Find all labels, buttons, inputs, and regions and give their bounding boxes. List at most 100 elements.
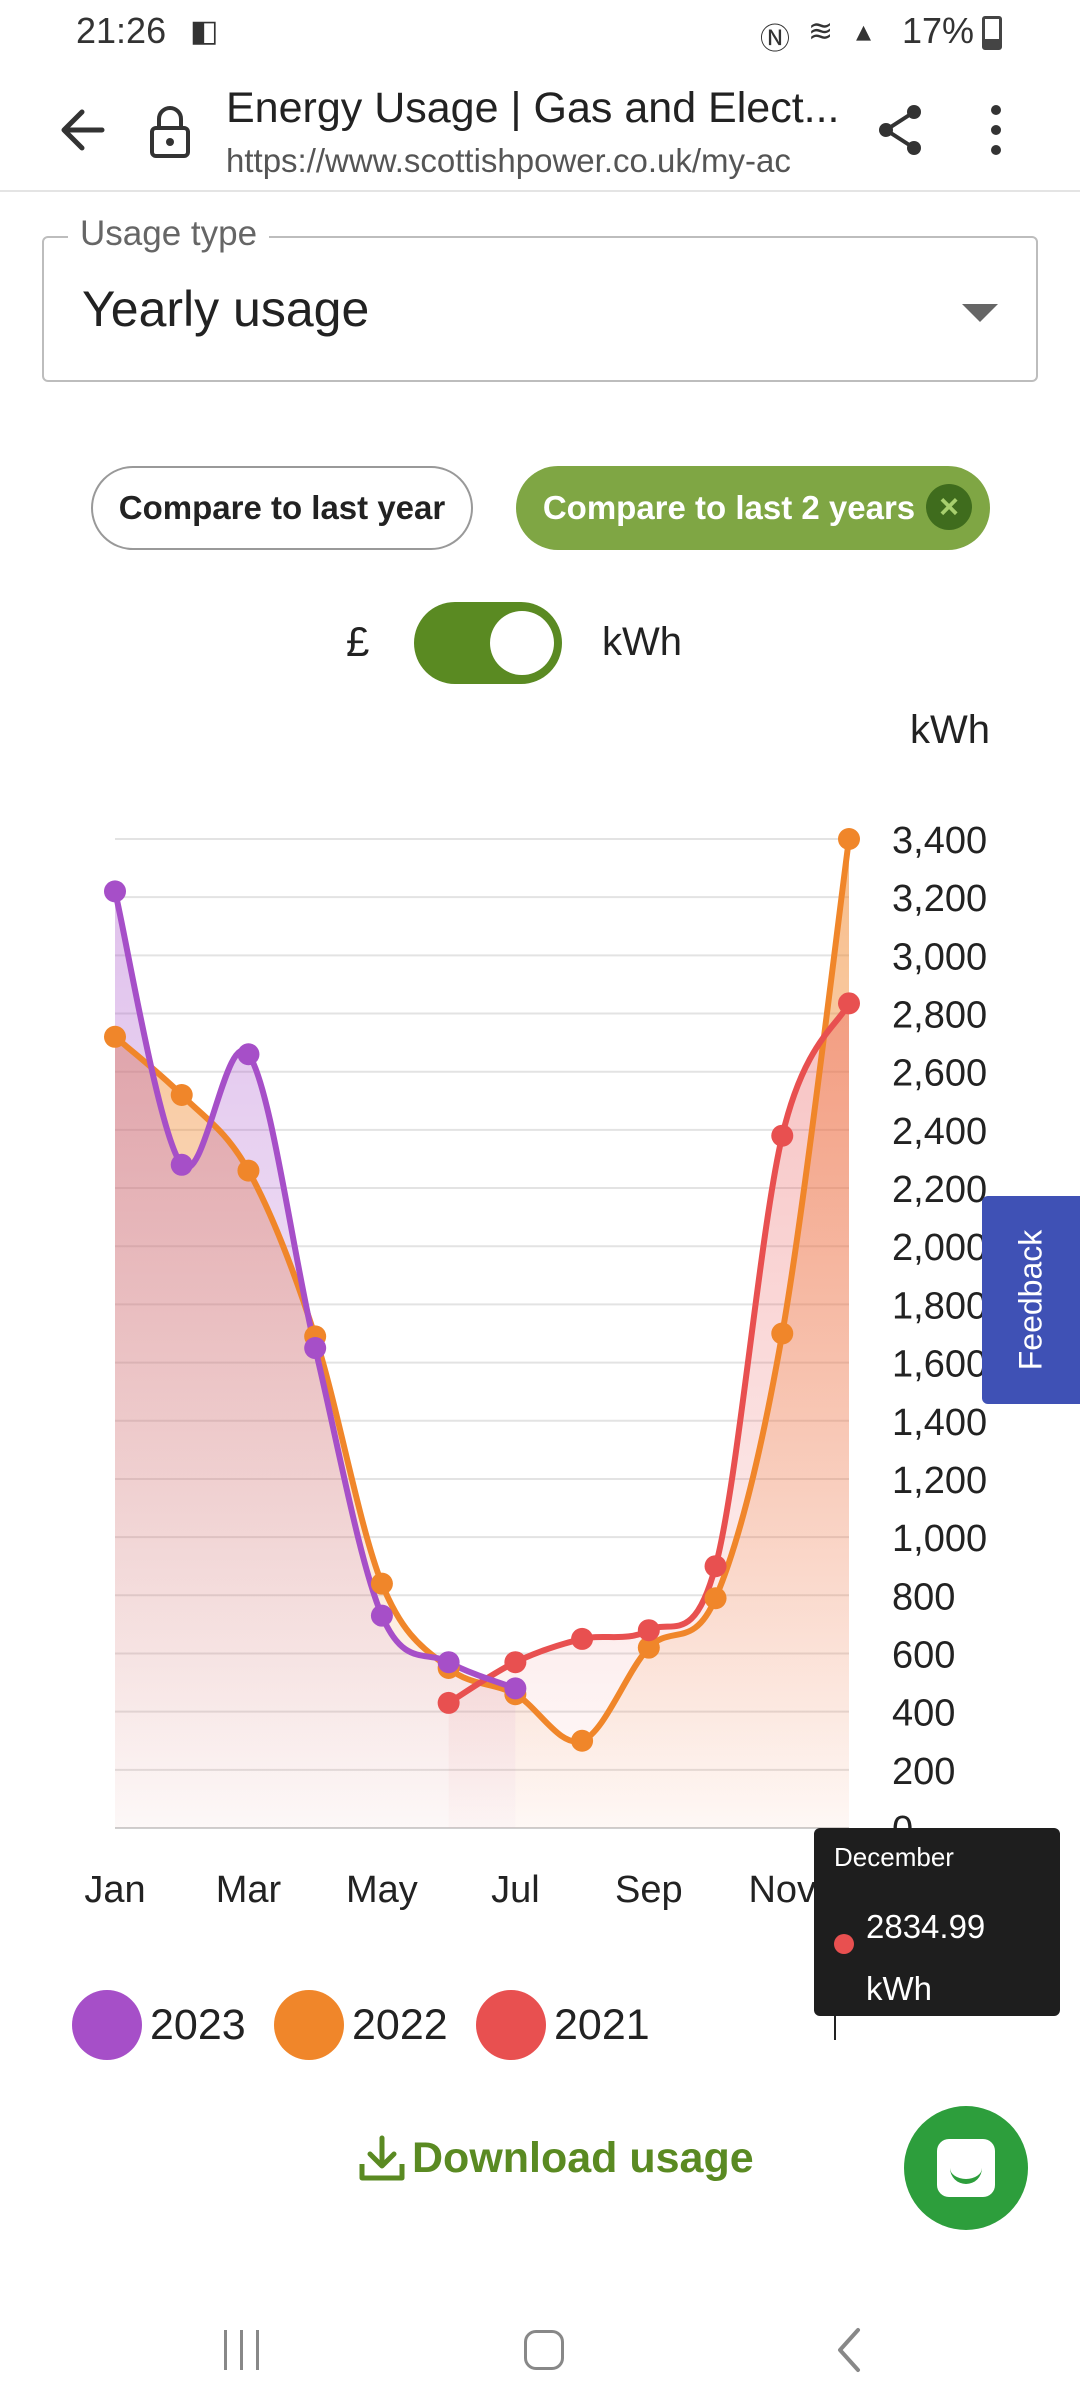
unit-kwh-label: kWh	[602, 620, 682, 664]
x-tick-label: Jan	[84, 1869, 145, 1911]
x-tick-label: Jul	[491, 1869, 540, 1911]
data-point-2023[interactable]	[170, 1153, 193, 1176]
data-point-2021[interactable]	[571, 1627, 594, 1650]
chat-button[interactable]	[904, 2106, 1028, 2230]
legend-item-2021[interactable]: 2021	[476, 1990, 650, 2060]
x-tick-label: May	[346, 1869, 418, 1911]
status-bar: 21:26 ◧ Ⓝ ≋ ▴ 17%	[0, 0, 1080, 66]
download-usage-link[interactable]: Download usage	[356, 2132, 754, 2184]
legend-item-2022[interactable]: 2022	[274, 1990, 448, 2060]
share-icon[interactable]	[874, 102, 926, 158]
compare-last-2-years-label: Compare to last 2 years	[542, 489, 916, 526]
chart-y-unit: kWh	[910, 708, 990, 752]
close-icon[interactable]: ×	[926, 484, 972, 530]
usage-line-chart: 3,400 3,200 3,000 2,800 2,600 2,400 2,200 2,000…	[84, 820, 987, 1911]
usage-type-value[interactable]: Yearly usage	[82, 281, 370, 337]
more-vert-icon[interactable]	[976, 100, 1016, 160]
compare-last-year-button[interactable]: Compare to last year	[91, 466, 473, 550]
download-icon	[359, 2135, 405, 2181]
y-tick-label: 3,200	[892, 878, 987, 920]
page-title[interactable]: Energy Usage | Gas and Elect...	[226, 84, 840, 132]
x-tick-label: Sep	[615, 1869, 683, 1911]
legend-dot-2021	[476, 1990, 546, 2060]
y-tick-label: 800	[892, 1576, 955, 1618]
chat-icon	[937, 2139, 995, 2197]
feedback-label: Feedback	[1012, 1229, 1049, 1371]
data-point-2021[interactable]	[838, 992, 860, 1015]
tooltip-value: 2834.99 kWh	[866, 1908, 986, 2007]
feedback-tab[interactable]: Feedback	[982, 1196, 1080, 1404]
legend-dot-2022	[274, 1990, 344, 2060]
tooltip-month: December	[834, 1842, 954, 1872]
data-point-2022[interactable]	[637, 1636, 660, 1659]
y-tick-label: 1,800	[892, 1285, 987, 1327]
legend-item-2023[interactable]: 2023	[72, 1990, 246, 2060]
download-usage-label: Download usage	[412, 2133, 754, 2182]
data-point-2022[interactable]	[571, 1729, 594, 1752]
chart-tooltip: December 2834.99 kWh	[814, 1828, 1060, 2040]
data-point-2022[interactable]	[838, 828, 860, 850]
data-point-2023[interactable]	[304, 1337, 327, 1360]
data-point-2023[interactable]	[237, 1043, 260, 1066]
x-tick-label: Mar	[216, 1869, 282, 1911]
data-point-2022[interactable]	[104, 1025, 126, 1048]
usage-type-select[interactable]: Usage type Yearly usage	[42, 214, 1038, 382]
notification-icon: ◧	[190, 15, 219, 48]
nav-back-icon[interactable]	[830, 2326, 870, 2374]
data-point-2021[interactable]	[637, 1619, 660, 1642]
unit-pound-label: £	[346, 618, 370, 665]
system-nav-bar	[0, 2300, 1080, 2408]
battery-icon	[982, 16, 1002, 50]
y-tick-label: 1,000	[892, 1518, 987, 1560]
data-point-2022[interactable]	[170, 1083, 193, 1106]
legend-dot-2023	[72, 1990, 142, 2060]
y-tick-label: 3,000	[892, 936, 987, 978]
data-point-2023[interactable]	[437, 1651, 460, 1674]
y-tick-label: 600	[892, 1634, 955, 1676]
y-tick-label: 2,200	[892, 1169, 987, 1211]
compare-last-year-label: Compare to last year	[118, 489, 446, 526]
data-point-2021[interactable]	[771, 1124, 794, 1147]
series-area-2021	[448, 1003, 849, 1828]
data-point-2021[interactable]	[504, 1651, 527, 1674]
nfc-icon: Ⓝ	[760, 23, 790, 56]
browser-toolbar: Energy Usage | Gas and Elect... https://…	[0, 66, 1080, 192]
lock-icon[interactable]	[148, 104, 192, 160]
battery-percent: 17%	[902, 10, 975, 51]
status-time: 21:26	[76, 10, 167, 51]
unit-toggle-switch[interactable]	[414, 602, 562, 684]
data-point-2021[interactable]	[437, 1691, 460, 1714]
usage-type-label: Usage type	[68, 214, 270, 254]
back-arrow-icon[interactable]	[56, 102, 112, 158]
y-tick-label: 2,000	[892, 1227, 987, 1269]
wifi-icon: ≋	[808, 15, 834, 48]
y-tick-label: 2,600	[892, 1053, 987, 1095]
legend-label-2023: 2023	[150, 2000, 246, 2049]
compare-last-2-years-button[interactable]: Compare to last 2 years ×	[516, 466, 990, 550]
data-point-2023[interactable]	[104, 880, 126, 903]
y-tick-label: 1,400	[892, 1402, 987, 1444]
data-point-2023[interactable]	[504, 1677, 527, 1700]
y-tick-label: 1,600	[892, 1344, 987, 1386]
x-tick-label: Nov	[748, 1869, 816, 1911]
recent-apps-icon[interactable]	[222, 2330, 262, 2370]
toggle-knob	[490, 611, 554, 675]
dropdown-caret-icon[interactable]	[962, 304, 998, 322]
data-point-2022[interactable]	[370, 1572, 393, 1595]
data-point-2021[interactable]	[704, 1555, 727, 1578]
data-point-2022[interactable]	[704, 1587, 727, 1610]
data-point-2023[interactable]	[370, 1604, 393, 1627]
y-tick-label: 3,400	[892, 820, 987, 862]
y-tick-label: 2,800	[892, 995, 987, 1037]
tooltip-pointer	[834, 2016, 836, 2040]
data-point-2022[interactable]	[771, 1322, 794, 1345]
y-tick-label: 2,400	[892, 1111, 987, 1153]
y-tick-label: 1,200	[892, 1460, 987, 1502]
home-icon[interactable]	[524, 2330, 564, 2370]
page-url[interactable]: https://www.scottishpower.co.uk/my-ac	[226, 142, 791, 179]
y-tick-label: 400	[892, 1693, 955, 1735]
y-tick-label: 200	[892, 1751, 955, 1793]
legend-label-2022: 2022	[352, 2000, 448, 2049]
series-line-2023	[112, 890, 517, 1692]
data-point-2022[interactable]	[237, 1159, 260, 1182]
